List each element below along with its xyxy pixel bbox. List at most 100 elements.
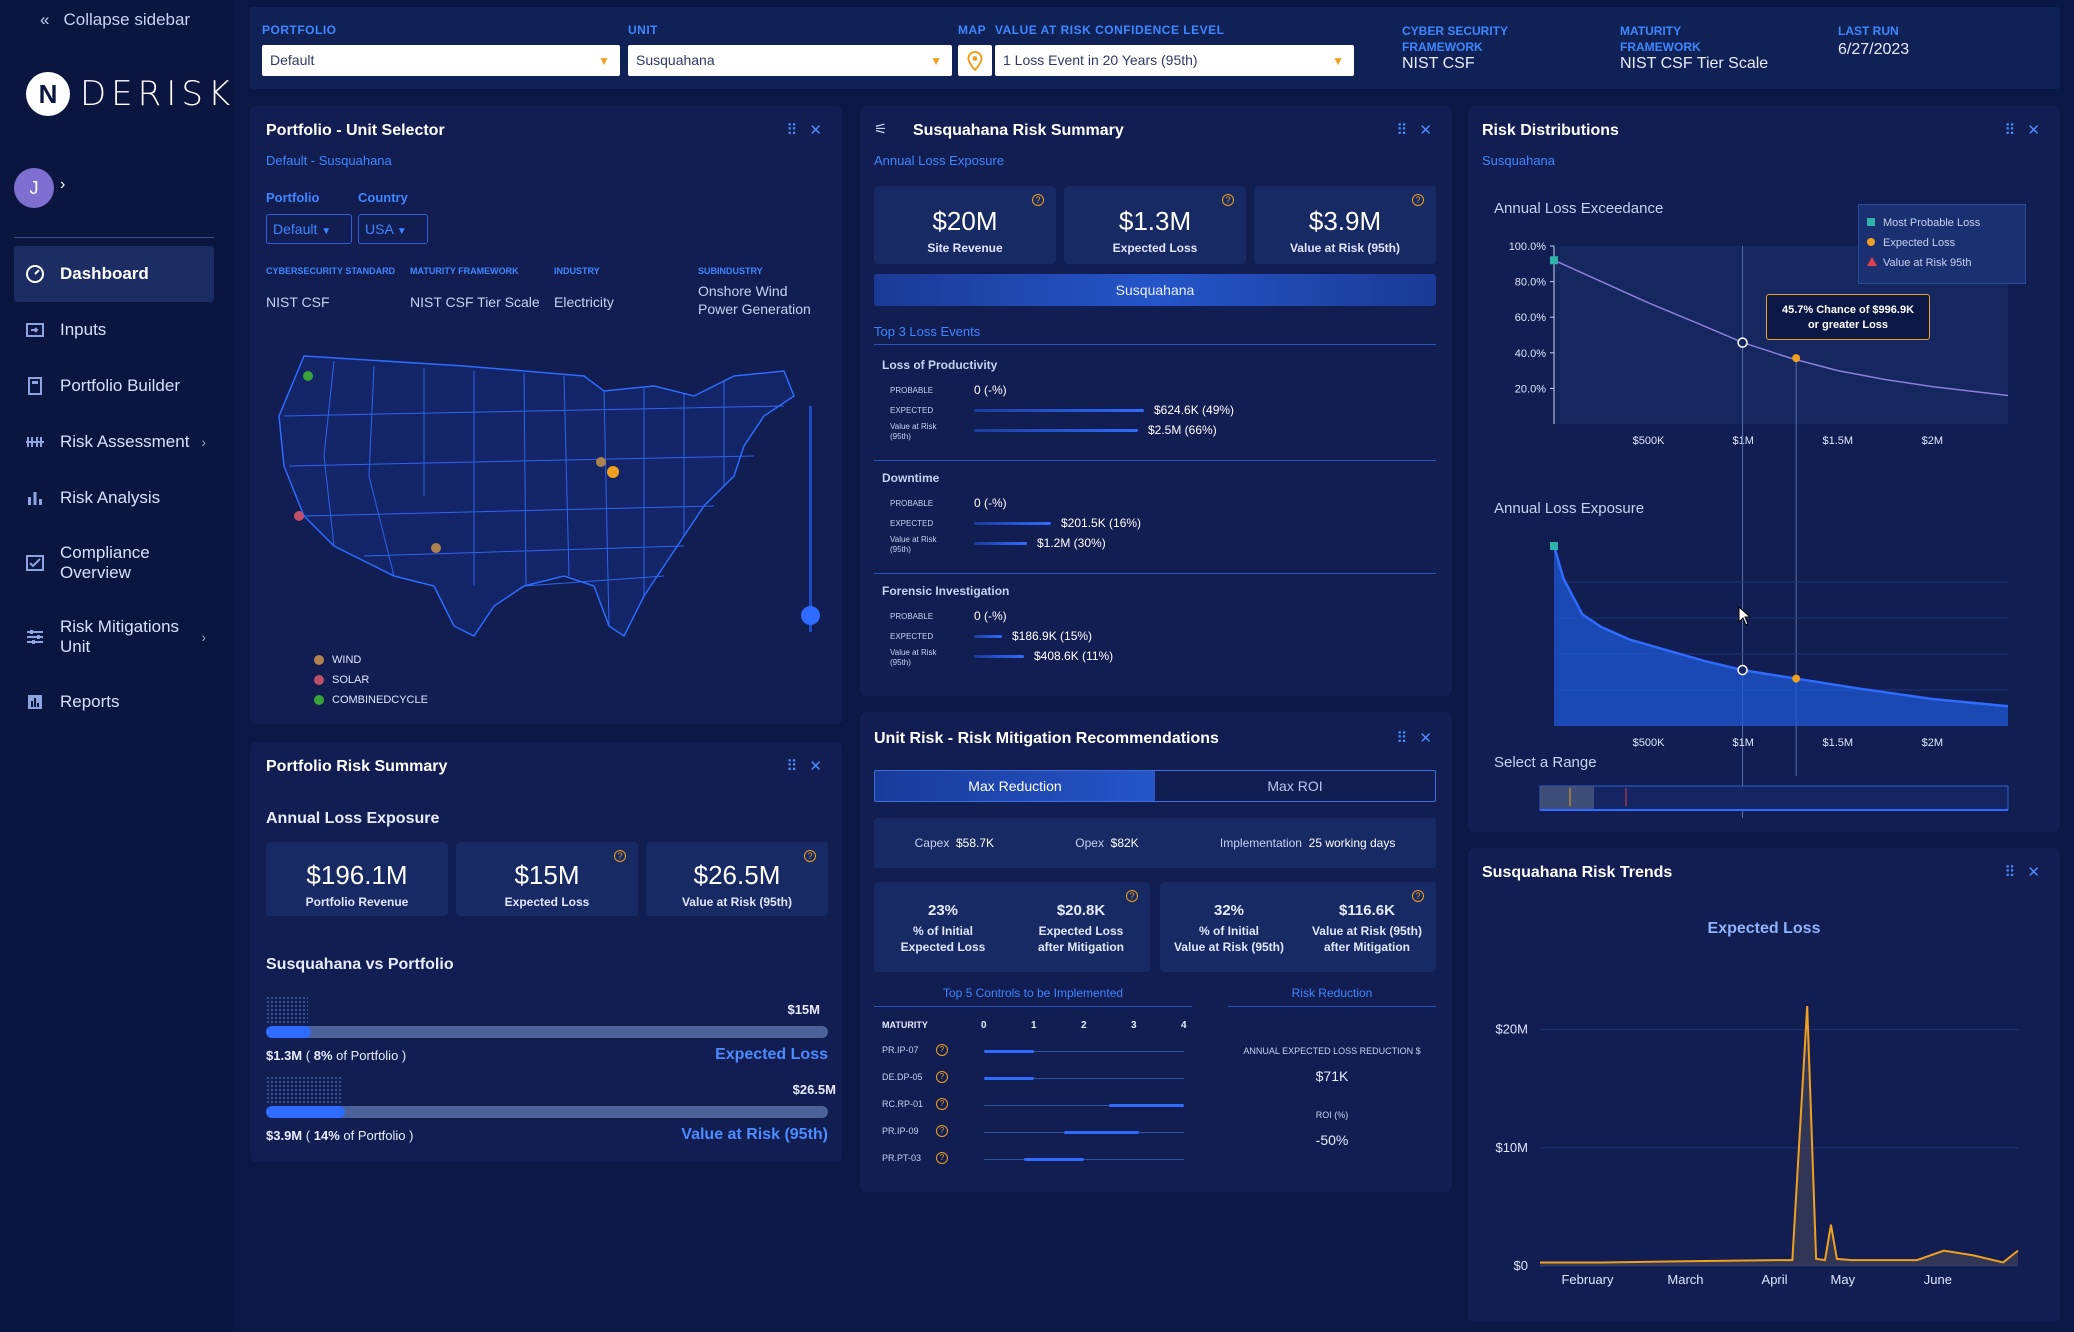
help-icon[interactable]: ? bbox=[1222, 194, 1234, 206]
risk-trends-panel: Susquahana Risk Trends ⠿ ✕ Expected Loss … bbox=[1468, 848, 2060, 1322]
cyber-security-framework-info: CYBER SECURITY FRAMEWORK NIST CSF bbox=[1402, 24, 1509, 72]
help-icon[interactable]: ? bbox=[936, 1125, 948, 1137]
unit-selector-panel: Portfolio - Unit Selector ⠿ ✕ Default - S… bbox=[250, 106, 842, 724]
control-row[interactable]: DE.DP-05? bbox=[860, 1069, 1200, 1089]
hover-point bbox=[1737, 337, 1748, 348]
zoom-slider-track[interactable] bbox=[809, 406, 812, 632]
range-selection-window bbox=[1540, 786, 1594, 810]
y-tick-label: 40.0% bbox=[1515, 348, 1546, 360]
country-filter-label: Country bbox=[358, 190, 408, 205]
map-marker-wind[interactable] bbox=[596, 457, 606, 467]
nav-inputs[interactable]: Inputs bbox=[14, 302, 214, 358]
help-icon[interactable]: ? bbox=[1126, 890, 1138, 902]
maturity-improvement-bar bbox=[1109, 1104, 1184, 1107]
chevron-right-icon[interactable]: › bbox=[60, 176, 66, 193]
loss-event-title: Loss of Productivity bbox=[882, 358, 998, 372]
x-tick-label: $1.5M bbox=[1822, 435, 1853, 447]
hover-point bbox=[1737, 664, 1748, 676]
maturity-improvement-bar bbox=[984, 1050, 1034, 1053]
help-icon[interactable]: ? bbox=[936, 1044, 948, 1056]
drag-handle-icon[interactable]: ⠿ bbox=[786, 122, 798, 139]
map-marker-solar[interactable] bbox=[294, 511, 304, 521]
x-tick-label: $500K bbox=[1633, 435, 1665, 447]
expected-loss-card: ? $15M Expected Loss bbox=[456, 842, 638, 916]
close-icon[interactable]: ✕ bbox=[809, 758, 822, 775]
tab-max-roi[interactable]: Max ROI bbox=[1267, 778, 1323, 794]
close-icon[interactable]: ✕ bbox=[1419, 730, 1432, 747]
exposure-area bbox=[1554, 546, 2008, 726]
nav-dashboard[interactable]: Dashboard bbox=[14, 246, 214, 302]
drag-handle-icon[interactable]: ⠿ bbox=[1396, 730, 1408, 747]
control-id: PR.IP-07 bbox=[882, 1045, 919, 1055]
satellite-icon: ⚟ bbox=[874, 121, 888, 138]
maturity-improvement-bar bbox=[1024, 1158, 1084, 1161]
close-icon[interactable]: ✕ bbox=[809, 122, 822, 139]
unit-select[interactable]: Susquahana ▼ bbox=[628, 45, 952, 76]
dashboard-icon bbox=[24, 263, 46, 285]
control-row[interactable]: RC.RP-01? bbox=[860, 1096, 1200, 1116]
nav-portfolio-builder[interactable]: Portfolio Builder bbox=[14, 358, 214, 414]
control-row[interactable]: PR.IP-07? bbox=[860, 1042, 1200, 1062]
help-icon[interactable]: ? bbox=[1412, 890, 1424, 902]
nav-reports[interactable]: Reports bbox=[14, 674, 214, 730]
help-icon[interactable]: ? bbox=[804, 850, 816, 862]
risk-trends-chart[interactable]: $20M $10M $0 February March April May June bbox=[1468, 848, 2060, 1322]
map-marker-combinedcycle[interactable] bbox=[303, 371, 313, 381]
control-row[interactable]: PR.IP-09? bbox=[860, 1123, 1200, 1143]
nav-compliance-overview[interactable]: Compliance Overview bbox=[14, 534, 214, 592]
reports-icon bbox=[24, 691, 46, 713]
us-map[interactable] bbox=[264, 336, 804, 656]
help-icon[interactable]: ? bbox=[936, 1098, 948, 1110]
var-bar bbox=[974, 655, 1024, 658]
drag-handle-icon[interactable]: ⠿ bbox=[2004, 864, 2016, 881]
dropdown-arrow-icon: ▼ bbox=[930, 54, 942, 68]
caret-down-icon: ▼ bbox=[321, 226, 332, 237]
portfolio-filter-select[interactable]: Default ▼ bbox=[266, 214, 352, 244]
close-icon[interactable]: ✕ bbox=[2027, 122, 2040, 139]
zoom-slider-handle[interactable] bbox=[801, 606, 820, 625]
map-marker-selected[interactable] bbox=[607, 466, 619, 478]
loss-event-title: Forensic Investigation bbox=[882, 584, 1010, 598]
close-icon[interactable]: ✕ bbox=[1419, 122, 1432, 139]
nav-risk-analysis[interactable]: Risk Analysis bbox=[14, 470, 214, 526]
nav-risk-assessment[interactable]: Risk Assessment › bbox=[14, 414, 214, 470]
y-tick-label: 60.0% bbox=[1515, 312, 1546, 324]
drag-handle-icon[interactable]: ⠿ bbox=[786, 758, 798, 775]
country-filter-select[interactable]: USA ▼ bbox=[358, 214, 428, 244]
maturity-scale-tick: 0 bbox=[981, 1020, 987, 1031]
collapse-sidebar-button[interactable]: « Collapse sidebar bbox=[40, 10, 191, 29]
dropdown-arrow-icon: ▼ bbox=[1332, 54, 1344, 68]
avatar[interactable]: J bbox=[14, 168, 54, 208]
help-icon[interactable]: ? bbox=[936, 1152, 948, 1164]
expected-bar bbox=[974, 409, 1144, 412]
control-id: PR.PT-03 bbox=[882, 1153, 922, 1163]
var-confidence-select[interactable]: 1 Loss Event in 20 Years (95th) ▼ bbox=[995, 45, 1354, 76]
map-button[interactable] bbox=[958, 45, 992, 76]
sidebar: « Collapse sidebar N DERISK J › Dashboar… bbox=[0, 0, 234, 1332]
close-icon[interactable]: ✕ bbox=[2027, 864, 2040, 881]
help-icon[interactable]: ? bbox=[1032, 194, 1044, 206]
loss-event: Forensic Investigation PROBABLE 0 (-%) EXPE… bbox=[882, 584, 1114, 667]
x-tick-label: June bbox=[1924, 1272, 1952, 1287]
y-tick-label: $10M bbox=[1495, 1140, 1528, 1155]
unit-tab[interactable]: Susquahana bbox=[874, 274, 1436, 306]
x-tick-label: March bbox=[1667, 1272, 1703, 1287]
portfolio-select[interactable]: Default ▼ bbox=[262, 45, 620, 76]
help-icon[interactable]: ? bbox=[936, 1071, 948, 1083]
drag-handle-icon[interactable]: ⠿ bbox=[2004, 122, 2016, 139]
square-icon bbox=[1867, 218, 1875, 226]
map-marker-wind[interactable] bbox=[431, 543, 441, 553]
nav-risk-mitigations-unit[interactable]: Risk Mitigations Unit › bbox=[14, 608, 214, 666]
control-row[interactable]: PR.PT-03? bbox=[860, 1150, 1200, 1170]
expected-bar bbox=[974, 522, 1051, 525]
caret-down-icon: ▼ bbox=[396, 226, 407, 237]
tab-max-reduction[interactable]: Max Reduction bbox=[875, 771, 1155, 801]
drag-handle-icon[interactable]: ⠿ bbox=[1396, 122, 1408, 139]
loss-event-title: Downtime bbox=[882, 471, 940, 485]
help-icon[interactable]: ? bbox=[1412, 194, 1424, 206]
risk-assessment-icon bbox=[24, 431, 46, 453]
x-tick-label: February bbox=[1561, 1272, 1614, 1287]
x-tick-label: $1M bbox=[1732, 737, 1753, 749]
divider bbox=[14, 237, 214, 238]
help-icon[interactable]: ? bbox=[614, 850, 626, 862]
